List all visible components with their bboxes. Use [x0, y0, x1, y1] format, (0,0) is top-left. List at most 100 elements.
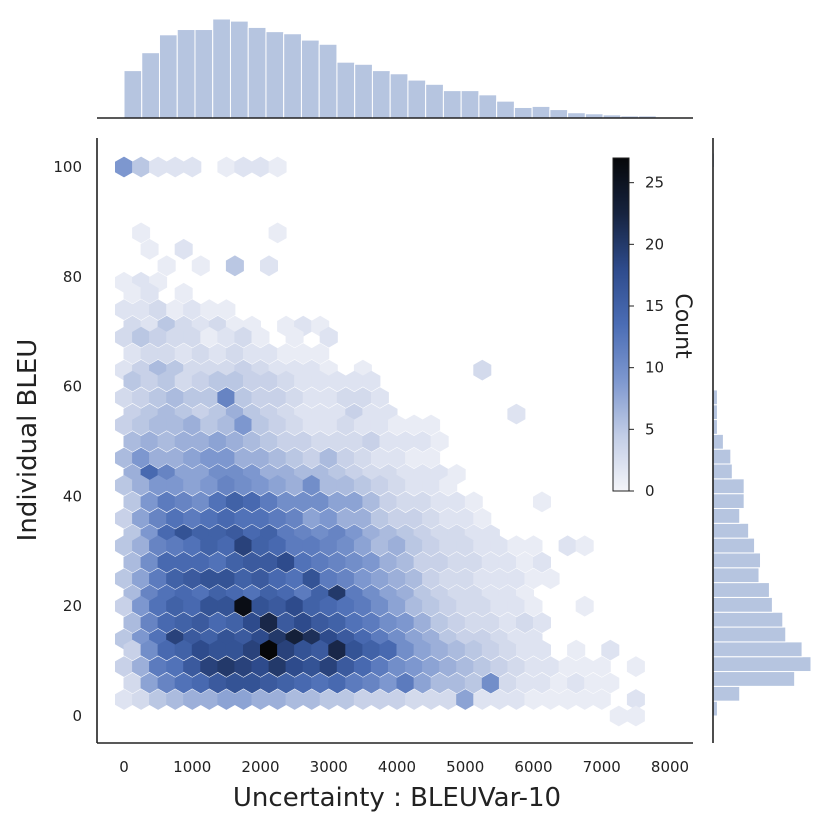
- hexbin-cell: [447, 612, 466, 634]
- hexbin-cell: [396, 639, 415, 661]
- hexbin-cell: [302, 595, 321, 617]
- hexbin-cell: [115, 595, 133, 617]
- hexbin-cell: [225, 612, 244, 634]
- hexbin-cell: [328, 672, 347, 694]
- y-marginal-histogram: [712, 152, 812, 717]
- hexbin-cell: [225, 343, 244, 365]
- hexbin-cell: [149, 689, 168, 710]
- hexbin-cell: [149, 387, 168, 408]
- hexbin-cell: [567, 672, 586, 694]
- hexbin-cell: [533, 612, 551, 634]
- y-marginal-bar: [712, 596, 773, 613]
- hexbin-cell: [174, 639, 193, 661]
- hexbin-cell: [234, 568, 253, 590]
- hexbin-cell: [225, 551, 244, 573]
- hexbin-cell: [345, 672, 364, 694]
- hexbin-cell: [464, 672, 483, 694]
- hexbin-cell: [388, 508, 406, 529]
- hexbin-cell: [524, 656, 543, 677]
- x-marginal-bar: [283, 33, 302, 119]
- hexbin-cell: [149, 568, 168, 590]
- hexbin-cell: [370, 568, 389, 590]
- x-tick-labels: 0 1000 2000 3000 4000 5000 6000 7000 8000: [119, 758, 689, 776]
- hexbin-cell: [260, 343, 278, 365]
- x-marginal-bar: [371, 70, 391, 119]
- hexbin-cell: [626, 689, 645, 710]
- x-marginal-bar: [265, 31, 285, 119]
- hexbin-cell: [388, 656, 406, 677]
- hexbin-cell: [234, 595, 253, 617]
- hexbin-cell: [225, 672, 244, 694]
- hexbin-cell: [166, 595, 185, 617]
- hexbin-cell: [140, 282, 159, 304]
- hexbin-cell: [353, 535, 372, 557]
- x-marginal-bar: [549, 109, 569, 119]
- hexbin-cell: [234, 326, 253, 348]
- hexbin-cell: [447, 491, 466, 513]
- hexbin-cell: [575, 689, 594, 710]
- colorbar-tick-label: 10: [645, 359, 664, 377]
- hexbin-cell: [251, 387, 270, 408]
- hexbin-cell: [191, 639, 210, 661]
- hexbin-cell: [268, 414, 287, 436]
- hexbin-cell: [157, 672, 176, 694]
- y-marginal-bar: [712, 641, 803, 658]
- hexbin-cell: [166, 535, 185, 557]
- hexbin-cell: [191, 551, 210, 573]
- hexbin-cell: [524, 535, 543, 557]
- hexbin-cell: [200, 326, 219, 348]
- hexbin-cell: [388, 535, 406, 557]
- hexbin-cell: [328, 370, 347, 392]
- hexbin-cell: [473, 359, 492, 381]
- x-marginal-bar: [318, 43, 338, 119]
- hexbin-cell: [123, 639, 142, 661]
- hexbin-cell: [498, 551, 517, 573]
- hexbin-cell: [430, 639, 449, 661]
- hexbin-cell: [464, 639, 483, 661]
- hexbin-cell: [157, 255, 176, 277]
- hexbin-cell: [225, 255, 244, 277]
- hexbin-cell: [319, 689, 338, 710]
- hexbin-cell: [413, 639, 432, 661]
- hexbin-cell: [149, 414, 168, 436]
- hexbin-cell: [166, 414, 185, 436]
- hexbin-cell: [311, 431, 330, 452]
- hexbin-cell: [379, 491, 398, 513]
- hexbin-cell: [473, 568, 492, 590]
- hexbin-cell: [311, 370, 330, 392]
- hexbin-cell: [260, 370, 278, 392]
- hexbin-cell: [592, 656, 611, 677]
- hexbin-cell: [516, 639, 534, 661]
- y-marginal-bar: [712, 463, 733, 480]
- x-marginal-bar: [496, 100, 515, 119]
- hexbin-cell: [379, 551, 398, 573]
- hexbin-cell: [234, 508, 253, 529]
- hexbin-cell: [422, 508, 441, 529]
- hexbin-cell: [217, 475, 236, 496]
- hexbin-cell: [183, 475, 202, 496]
- hexbin-cell: [541, 656, 560, 677]
- hexbin-cell: [507, 656, 526, 677]
- colorbar-tick-label: 20: [645, 235, 664, 253]
- hexbin-cell: [319, 447, 338, 469]
- y-tick-label: 40: [63, 487, 82, 505]
- hexbin-cell: [157, 639, 176, 661]
- hexbin-cell: [396, 551, 415, 573]
- hexbin-cell: [533, 672, 551, 694]
- hexbin-cell: [473, 535, 492, 557]
- hexbin-cell: [302, 387, 321, 408]
- hexbin-cell: [166, 689, 185, 710]
- hexbin-cell: [217, 387, 236, 408]
- hexbin-cell: [550, 672, 569, 694]
- x-marginal-bar: [194, 29, 214, 119]
- hexbin-cell: [115, 535, 133, 557]
- hexbin-cell: [174, 491, 193, 513]
- hexbin-cell: [413, 491, 432, 513]
- hexbin-cell: [132, 222, 151, 244]
- hexbin-cell: [439, 475, 458, 496]
- hexbin-cell: [490, 595, 509, 617]
- x-tick-label: 8000: [651, 758, 689, 776]
- x-marginal-bar: [478, 94, 498, 119]
- hexbin-cell: [191, 491, 210, 513]
